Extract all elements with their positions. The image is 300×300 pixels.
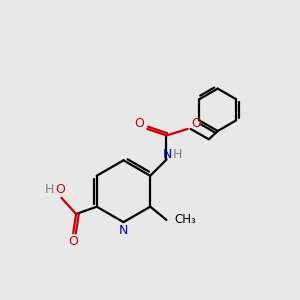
Text: O: O: [134, 117, 144, 130]
Text: CH₃: CH₃: [175, 213, 196, 226]
Text: O: O: [55, 183, 65, 196]
Text: H: H: [173, 148, 182, 161]
Text: H: H: [44, 183, 54, 196]
Text: N: N: [119, 224, 128, 238]
Text: O: O: [68, 235, 78, 248]
Text: O: O: [191, 117, 201, 130]
Text: N: N: [162, 148, 172, 161]
